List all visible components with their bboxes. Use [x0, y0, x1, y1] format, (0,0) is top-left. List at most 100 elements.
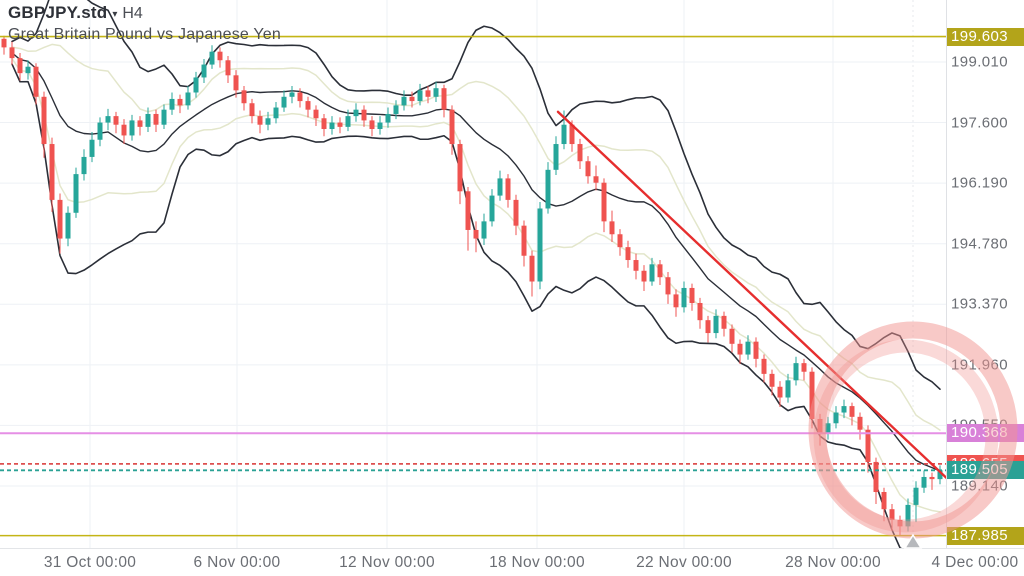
candle	[225, 60, 231, 76]
candle	[385, 113, 391, 123]
candle	[201, 64, 207, 78]
price-badge-horizontal-line: 190.368	[947, 424, 1024, 443]
candle	[265, 118, 271, 125]
candle	[1, 38, 7, 48]
candle	[897, 519, 903, 527]
candles-series	[1, 35, 943, 536]
price-axis[interactable]: 199.010 197.600 196.190 194.780 193.370 191.9…	[946, 0, 1024, 548]
candle	[529, 255, 535, 282]
price-tick-label: 189.140	[951, 477, 1009, 495]
price-tick-label: 196.190	[951, 174, 1009, 192]
candle	[305, 101, 311, 110]
candle	[417, 90, 423, 102]
price-chart-canvas[interactable]	[0, 0, 946, 548]
candle	[25, 66, 31, 74]
candle	[249, 103, 255, 117]
candle	[569, 124, 575, 145]
candle	[673, 294, 679, 308]
candle	[665, 277, 671, 295]
time-axis-label: 18 Nov 00:00	[489, 554, 585, 571]
candle	[817, 418, 823, 435]
candle	[553, 144, 559, 170]
candle	[113, 116, 119, 125]
candle	[793, 363, 799, 381]
candle	[345, 116, 351, 127]
candle	[721, 315, 727, 329]
outer-band-line	[11, 63, 902, 548]
bollinger-bands	[11, 0, 941, 548]
time-axis-label: 6 Nov 00:00	[193, 554, 281, 571]
price-tick-label: 194.780	[951, 235, 1009, 253]
candle	[921, 476, 927, 488]
candle	[481, 221, 487, 239]
candle	[649, 264, 655, 282]
symbol-selector[interactable]: GBPJPY.std	[8, 3, 108, 22]
candle	[657, 264, 663, 278]
candle	[473, 229, 479, 239]
candle	[929, 476, 935, 480]
candle	[401, 96, 407, 106]
candle	[841, 406, 847, 413]
candle	[73, 174, 79, 213]
candle	[769, 373, 775, 387]
candle	[49, 144, 55, 200]
inner-band-line	[11, 43, 941, 431]
candle	[89, 139, 95, 157]
candle	[505, 178, 511, 200]
candle	[913, 487, 919, 505]
candle	[449, 109, 455, 145]
time-axis-label: 22 Nov 00:00	[636, 554, 732, 571]
candle	[9, 47, 15, 59]
candle	[889, 509, 895, 520]
candle	[849, 406, 855, 417]
inner-band-line	[11, 57, 941, 513]
time-axis[interactable]: 31 Oct 00:00 6 Nov 00:00 12 Nov 00:00 18 No…	[0, 548, 1024, 576]
candle	[177, 98, 183, 106]
candle	[713, 315, 719, 334]
candle	[865, 429, 871, 462]
timeframe-label[interactable]: H4	[122, 5, 143, 22]
candle	[601, 182, 607, 222]
candle	[129, 120, 135, 136]
candle	[641, 270, 647, 282]
price-tick-label: 193.370	[951, 295, 1009, 313]
candle	[521, 225, 527, 256]
chart-plot-area[interactable]	[0, 0, 946, 548]
candle	[681, 287, 687, 308]
candle	[377, 122, 383, 130]
candle	[57, 199, 63, 239]
candle	[513, 199, 519, 226]
candle	[353, 109, 359, 117]
price-lines	[0, 35, 946, 537]
price-badge-lower-alert: 187.985	[947, 526, 1024, 545]
candle	[81, 156, 87, 175]
candle	[489, 195, 495, 222]
candle	[561, 124, 567, 145]
candle	[537, 208, 543, 282]
candle	[545, 169, 551, 209]
price-tick-label: 191.960	[951, 356, 1009, 374]
candle	[737, 343, 743, 355]
candle	[785, 380, 791, 398]
candle	[689, 287, 695, 303]
candle	[145, 113, 151, 127]
candle	[585, 161, 591, 177]
candle	[65, 212, 71, 239]
candle	[433, 88, 439, 97]
time-axis-label: 12 Nov 00:00	[339, 554, 435, 571]
candle	[217, 51, 223, 61]
candle	[161, 109, 167, 125]
middle-band-line	[11, 52, 941, 472]
time-axis-label: 4 Dec 00:00	[931, 554, 1019, 571]
candle	[777, 386, 783, 398]
candle	[497, 178, 503, 196]
candle	[17, 58, 23, 74]
candle	[753, 341, 759, 359]
candle	[41, 96, 47, 145]
candle	[153, 113, 159, 125]
candle	[761, 358, 767, 374]
candle	[361, 109, 367, 121]
candle	[625, 247, 631, 261]
candle	[857, 416, 863, 430]
